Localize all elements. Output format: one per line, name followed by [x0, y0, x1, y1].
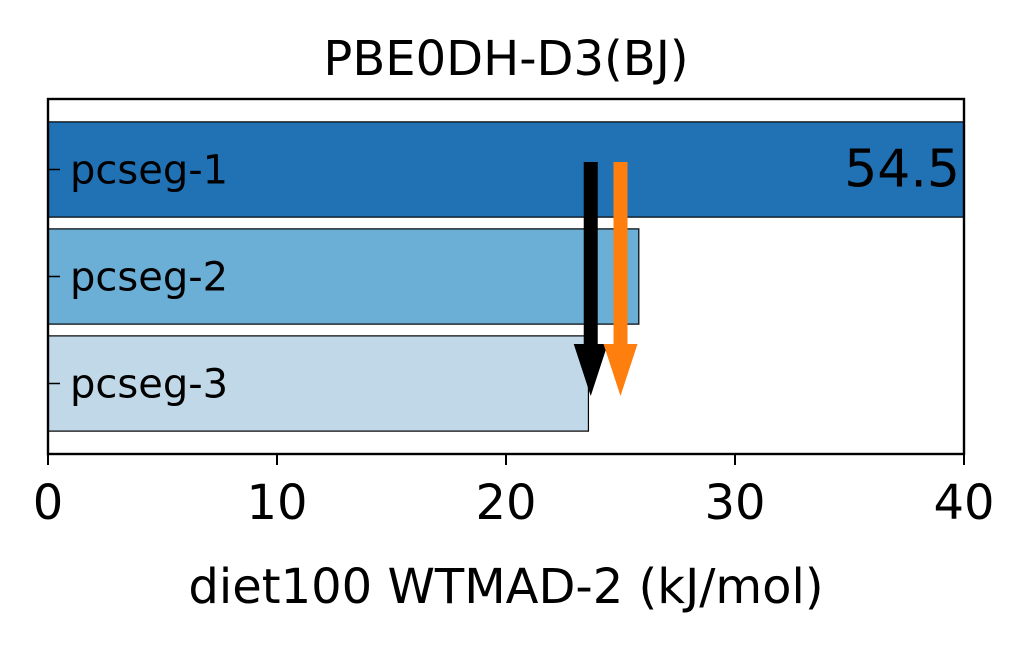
bar-pcseg-3 — [47, 335, 590, 432]
reference-arrow-2 — [603, 162, 638, 396]
bar-pcseg-1 — [47, 121, 965, 218]
x-tick-label-0: 0 — [33, 475, 64, 531]
category-labels: pcseg-1 pcseg-2 pcseg-3 — [48, 148, 228, 408]
x-tick-label-30: 30 — [704, 475, 765, 531]
x-tick-label-10: 10 — [246, 475, 307, 531]
category-label-pcseg-2: pcseg-2 — [70, 255, 228, 301]
x-axis-label: diet100 WTMAD-2 (kJ/mol) — [188, 559, 823, 615]
chart-title: PBE0DH-D3(BJ) — [323, 31, 688, 87]
value-labels: 54.5 — [844, 140, 960, 200]
x-tick-label-20: 20 — [475, 475, 536, 531]
bars-group — [47, 121, 965, 432]
category-label-pcseg-3: pcseg-3 — [70, 362, 228, 408]
bar-pcseg-2 — [47, 228, 640, 325]
category-label-pcseg-1: pcseg-1 — [70, 148, 228, 194]
x-tick-label-40: 40 — [933, 475, 994, 531]
x-axis-ticks: 0 10 20 30 40 — [33, 454, 995, 531]
value-label-pcseg-1: 54.5 — [844, 140, 960, 200]
reference-arrows — [573, 162, 638, 396]
reference-arrow-1 — [573, 162, 608, 396]
